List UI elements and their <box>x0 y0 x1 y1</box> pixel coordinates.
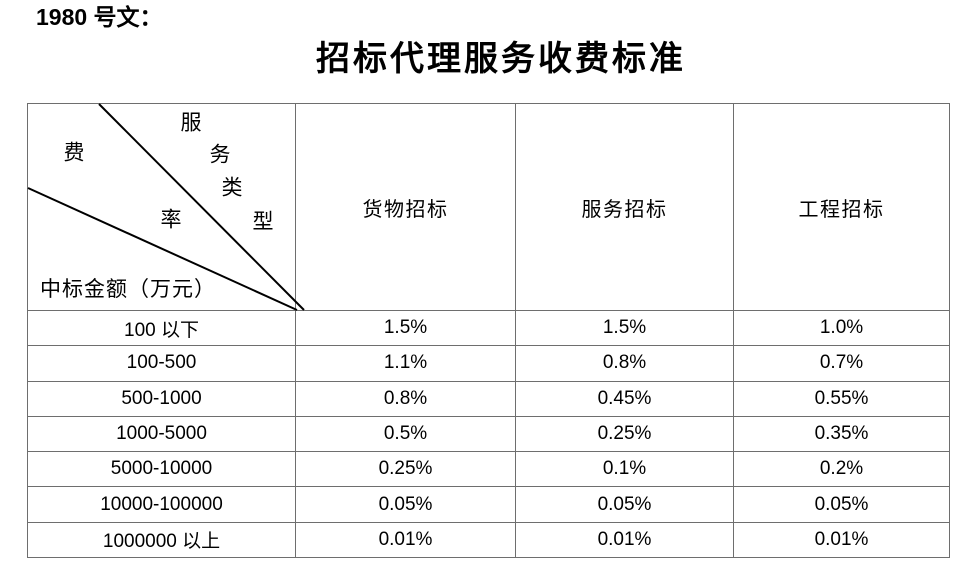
table-row: 5000-10000 0.25% 0.1% 0.2% <box>27 451 950 488</box>
table-row: 1000000 以上 0.01% 0.01% 0.01% <box>27 521 950 559</box>
goods-rate-cell: 0.05% <box>295 486 516 523</box>
fee-table: 服 务 类 型 费 率 中标金额（万元） 货物招标 服务招标 工程招标 100 … <box>27 103 950 559</box>
amount-range-cell: 500-1000 <box>27 380 296 417</box>
goods-rate-cell: 1.1% <box>295 345 516 382</box>
engineering-rate-cell: 0.2% <box>733 451 950 488</box>
corner-service-type-char-4: 型 <box>252 209 274 234</box>
doc-number-label: 1980 号文： <box>36 4 163 30</box>
engineering-rate-cell: 1.0% <box>733 309 950 347</box>
goods-rate-cell: 0.25% <box>295 451 516 488</box>
services-rate-cell: 0.05% <box>515 486 734 523</box>
amount-range-cell: 10000-100000 <box>27 486 296 523</box>
engineering-rate-cell: 0.01% <box>733 521 950 559</box>
engineering-rate-cell: 0.35% <box>733 415 950 453</box>
amount-range-cell: 100 以下 <box>27 309 296 347</box>
amount-range-cell: 1000000 以上 <box>27 521 296 559</box>
table-row: 10000-100000 0.05% 0.05% 0.05% <box>27 486 950 523</box>
corner-service-type-char-1: 服 <box>180 110 202 135</box>
corner-service-type-char-3: 类 <box>221 175 243 200</box>
diagonal-header-cell: 服 务 类 型 费 率 中标金额（万元） <box>27 103 305 311</box>
column-header-goods-bidding: 货物招标 <box>295 103 516 311</box>
amount-range-cell: 1000-5000 <box>27 415 296 453</box>
services-rate-cell: 0.25% <box>515 415 734 453</box>
corner-service-type-char-2: 务 <box>209 142 231 167</box>
services-rate-cell: 0.45% <box>515 380 734 417</box>
table-row: 100-500 1.1% 0.8% 0.7% <box>27 345 950 382</box>
amount-range-cell: 100-500 <box>27 345 296 382</box>
row-axis-label: 中标金额（万元） <box>40 277 216 301</box>
page-title: 招标代理服务收费标准 <box>316 41 686 78</box>
corner-fee-rate-char-1: 费 <box>63 140 85 165</box>
goods-rate-cell: 1.5% <box>295 309 516 347</box>
engineering-rate-cell: 0.55% <box>733 380 950 417</box>
table-row: 500-1000 0.8% 0.45% 0.55% <box>27 380 950 417</box>
engineering-rate-cell: 0.7% <box>733 345 950 382</box>
services-rate-cell: 0.1% <box>515 451 734 488</box>
goods-rate-cell: 0.01% <box>295 521 516 559</box>
engineering-rate-cell: 0.05% <box>733 486 950 523</box>
table-row: 1000-5000 0.5% 0.25% 0.35% <box>27 415 950 453</box>
services-rate-cell: 0.8% <box>515 345 734 382</box>
goods-rate-cell: 0.5% <box>295 415 516 453</box>
goods-rate-cell: 0.8% <box>295 380 516 417</box>
table-header-row: 服 务 类 型 费 率 中标金额（万元） 货物招标 服务招标 工程招标 <box>27 103 950 311</box>
column-header-services-bidding: 服务招标 <box>515 103 734 311</box>
table-row: 100 以下 1.5% 1.5% 1.0% <box>27 309 950 347</box>
diagonal-divider-lines <box>27 103 305 311</box>
amount-range-cell: 5000-10000 <box>27 451 296 488</box>
services-rate-cell: 0.01% <box>515 521 734 559</box>
corner-fee-rate-char-2: 率 <box>160 207 182 232</box>
column-header-engineering-bidding: 工程招标 <box>733 103 950 311</box>
services-rate-cell: 1.5% <box>515 309 734 347</box>
